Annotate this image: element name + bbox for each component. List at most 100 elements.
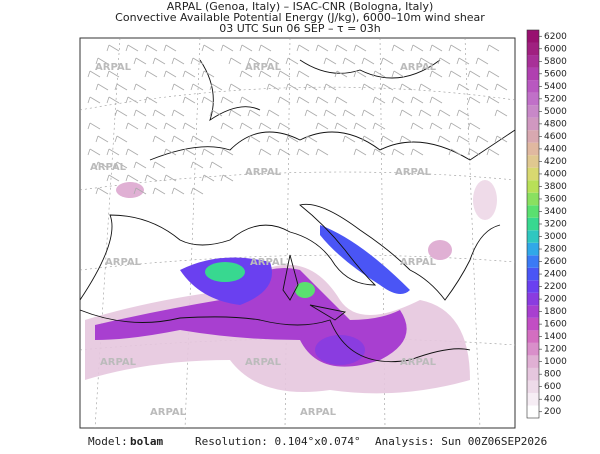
barb bbox=[247, 135, 251, 143]
barb bbox=[456, 57, 460, 65]
barb bbox=[173, 57, 185, 65]
barb bbox=[125, 96, 129, 104]
barb bbox=[363, 83, 375, 91]
barb bbox=[496, 135, 508, 143]
barb bbox=[114, 83, 118, 91]
barb bbox=[106, 148, 110, 156]
barb bbox=[393, 148, 405, 156]
barb bbox=[209, 135, 213, 143]
barb bbox=[201, 96, 205, 104]
watermark: ARPAL bbox=[95, 62, 132, 73]
barb bbox=[304, 135, 308, 143]
barb bbox=[182, 148, 186, 156]
barb bbox=[146, 96, 158, 104]
cape-field bbox=[85, 180, 497, 394]
barb bbox=[135, 57, 147, 65]
barb bbox=[154, 57, 166, 65]
barb bbox=[412, 122, 424, 130]
barb bbox=[334, 44, 338, 52]
barb bbox=[486, 44, 490, 52]
colorbar-cell bbox=[527, 380, 539, 393]
barb bbox=[494, 83, 498, 91]
barb bbox=[228, 57, 232, 65]
barb bbox=[209, 161, 213, 169]
colorbar-cell bbox=[527, 67, 539, 81]
barb bbox=[239, 70, 243, 78]
colorbar-cell bbox=[527, 367, 539, 381]
barb bbox=[380, 57, 384, 65]
barb bbox=[344, 135, 356, 143]
barb bbox=[222, 148, 234, 156]
colorbar-cell bbox=[527, 405, 539, 418]
barb bbox=[355, 44, 367, 52]
barb bbox=[260, 122, 272, 130]
barb bbox=[135, 83, 147, 91]
barb bbox=[239, 122, 243, 130]
barb bbox=[114, 109, 118, 117]
barb bbox=[220, 122, 224, 130]
barb bbox=[477, 57, 489, 65]
colorbar-cell bbox=[527, 192, 539, 206]
barb bbox=[241, 70, 253, 78]
barb bbox=[469, 148, 481, 156]
barb bbox=[266, 135, 270, 143]
barb bbox=[317, 44, 329, 52]
watermark: ARPAL bbox=[400, 62, 437, 73]
barb bbox=[306, 109, 318, 117]
watermark: ARPAL bbox=[105, 257, 142, 268]
barb bbox=[277, 70, 281, 78]
footer-label: Model: bbox=[88, 435, 128, 448]
barb bbox=[363, 135, 375, 143]
colorbar-cell bbox=[527, 155, 539, 168]
barb bbox=[247, 109, 251, 117]
barb bbox=[154, 187, 166, 195]
barb bbox=[171, 135, 175, 143]
barb bbox=[475, 135, 479, 143]
barb bbox=[429, 70, 433, 78]
barb bbox=[127, 44, 139, 52]
barb bbox=[372, 96, 376, 104]
barb bbox=[201, 148, 205, 156]
barb bbox=[260, 44, 272, 52]
barb bbox=[374, 148, 386, 156]
barb bbox=[220, 174, 224, 182]
watermark: ARPAL bbox=[245, 167, 282, 178]
barb bbox=[165, 122, 177, 130]
barb bbox=[114, 135, 118, 143]
barb bbox=[190, 135, 194, 143]
barb bbox=[266, 109, 270, 117]
barb bbox=[127, 174, 139, 182]
barb bbox=[448, 44, 452, 52]
barb bbox=[127, 122, 139, 130]
barb bbox=[211, 83, 223, 91]
barb bbox=[108, 44, 120, 52]
barb bbox=[201, 70, 205, 78]
watermark: ARPAL bbox=[245, 62, 282, 73]
barb bbox=[192, 187, 204, 195]
barb bbox=[475, 57, 479, 65]
colorbar-cell bbox=[527, 330, 539, 343]
barb bbox=[334, 70, 338, 78]
footer-model: bolam bbox=[130, 435, 163, 448]
barb bbox=[279, 70, 291, 78]
colorbar-cell bbox=[527, 117, 539, 131]
footer-analysis: Analysis: Sun 00Z06SEP2026 bbox=[375, 435, 547, 448]
barb bbox=[220, 44, 224, 52]
barb bbox=[296, 70, 300, 78]
colorbar-cell bbox=[527, 280, 539, 293]
barb bbox=[393, 96, 405, 104]
watermark: ARPAL bbox=[400, 357, 437, 368]
barb bbox=[125, 44, 129, 52]
barb bbox=[469, 70, 481, 78]
barb bbox=[437, 109, 441, 117]
barb bbox=[163, 122, 167, 130]
barb bbox=[163, 70, 167, 78]
barb bbox=[144, 70, 148, 78]
header-line: Convective Available Potential Energy (J… bbox=[115, 11, 485, 24]
barb bbox=[374, 122, 386, 130]
barb bbox=[296, 148, 300, 156]
barb bbox=[336, 70, 348, 78]
watermark: ARPAL bbox=[150, 407, 187, 418]
barb bbox=[401, 135, 413, 143]
barb bbox=[87, 148, 91, 156]
